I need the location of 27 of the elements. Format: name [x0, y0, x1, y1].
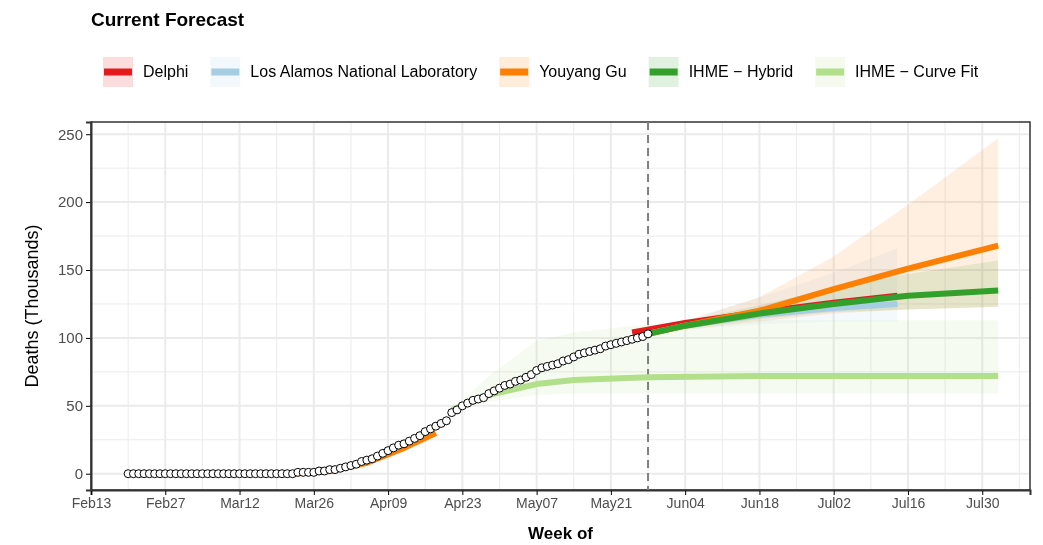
legend-label: IHME − Hybrid — [688, 63, 794, 80]
y-tick-label: 150 — [57, 261, 83, 279]
x-tick-label: Jul16 — [891, 494, 926, 511]
legend-label: IHME − Curve Fit — [855, 63, 979, 80]
x-tick-label: Jun18 — [740, 494, 780, 511]
x-tick-label: Feb27 — [145, 494, 186, 511]
chart-title: Current Forecast — [91, 9, 245, 30]
legend-label: Youyang Gu — [539, 63, 627, 80]
y-tick-label: 200 — [57, 193, 83, 211]
x-tick-label: Feb13 — [71, 494, 112, 511]
legend-label: Delphi — [143, 63, 189, 80]
y-tick-label: 250 — [57, 125, 83, 143]
x-tick-label: Mar12 — [220, 494, 261, 511]
x-axis-title: Week of — [528, 524, 594, 543]
x-tick-label: Mar26 — [294, 494, 335, 511]
x-tick-label: Apr09 — [369, 494, 408, 511]
y-tick-label: 100 — [57, 329, 83, 347]
y-tick-label: 50 — [66, 397, 83, 415]
x-tick-label: May21 — [590, 494, 633, 511]
x-tick-label: Jul02 — [817, 494, 852, 511]
x-tick-label: May07 — [516, 494, 559, 511]
y-axis-title: Deaths (Thousands) — [22, 224, 42, 388]
y-tick-label: 0 — [74, 465, 83, 482]
x-tick-label: Jun04 — [666, 494, 705, 511]
x-tick-label: Apr23 — [444, 494, 482, 511]
legend-label: Los Alamos National Laboratory — [250, 63, 478, 80]
x-tick-label: Jul30 — [966, 494, 1000, 511]
